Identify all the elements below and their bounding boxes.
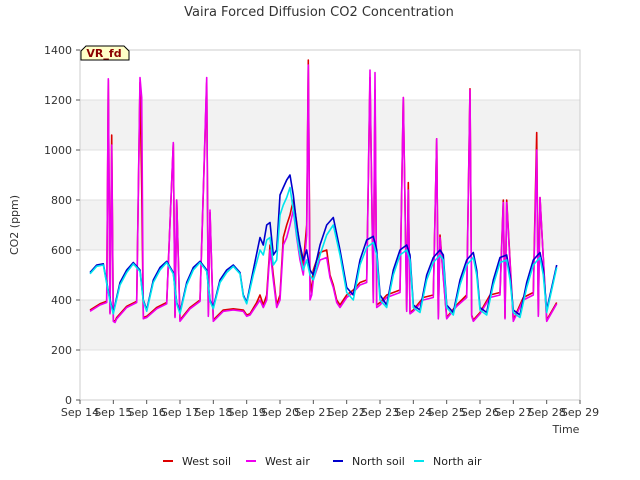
y-tick-label: 200: [51, 344, 72, 357]
y-tick-label: 800: [51, 194, 72, 207]
band-3: [80, 200, 580, 250]
x-tick-label: Sep 17: [161, 406, 199, 419]
y-tick-label: 0: [65, 394, 72, 407]
legend-label: West soil: [182, 455, 231, 468]
legend-label: West air: [265, 455, 310, 468]
x-tick-label: Sep 27: [494, 406, 532, 419]
x-tick-label: Sep 29: [561, 406, 599, 419]
x-tick-label: Sep 19: [228, 406, 266, 419]
legend: West soil West air North soil North air: [163, 455, 482, 468]
series-line-1: [89, 64, 558, 324]
site-tag-shape: [80, 45, 130, 61]
chart-title: Vaira Forced Diffusion CO2 Concentration: [184, 5, 454, 20]
y-axis-label: CO2 (ppm): [8, 195, 21, 255]
y-tick-label: 600: [51, 244, 72, 257]
x-tick-label: Sep 23: [361, 406, 399, 419]
y-tick-label: 1000: [44, 144, 72, 157]
series-lines: [89, 59, 558, 324]
x-tick-label: Sep 15: [94, 406, 132, 419]
site-tag: VR_fd: [80, 45, 130, 61]
band-5: [80, 100, 580, 150]
x-axis-label: Time: [552, 423, 580, 436]
x-tick-label: Sep 16: [128, 406, 166, 419]
legend-label: North soil: [352, 455, 405, 468]
site-tag-label: VR_fd: [86, 47, 121, 60]
x-tick-label: Sep 25: [428, 406, 466, 419]
series-line-0: [89, 59, 558, 323]
y-tick-label: 400: [51, 294, 72, 307]
legend-label: North air: [433, 455, 482, 468]
x-tick-label: Sep 24: [394, 406, 432, 419]
x-tick-label: Sep 28: [528, 406, 566, 419]
x-tick-label: Sep 22: [328, 406, 366, 419]
x-tick-label: Sep 21: [294, 406, 332, 419]
x-tick-label: Sep 26: [461, 406, 499, 419]
series-line-3: [89, 186, 558, 319]
y-tick-label: 1200: [44, 94, 72, 107]
x-tick-label: Sep 18: [194, 406, 232, 419]
band-1: [80, 300, 580, 350]
x-tick-label: Sep 20: [261, 406, 299, 419]
y-axis-ticks: 0 200 400 600 800 1000 1200 1400: [44, 44, 80, 407]
plot-background-bands: [80, 100, 580, 350]
y-tick-label: 1400: [44, 44, 72, 57]
x-tick-label: Sep 14: [61, 406, 99, 419]
plot-frame: [79, 49, 581, 401]
